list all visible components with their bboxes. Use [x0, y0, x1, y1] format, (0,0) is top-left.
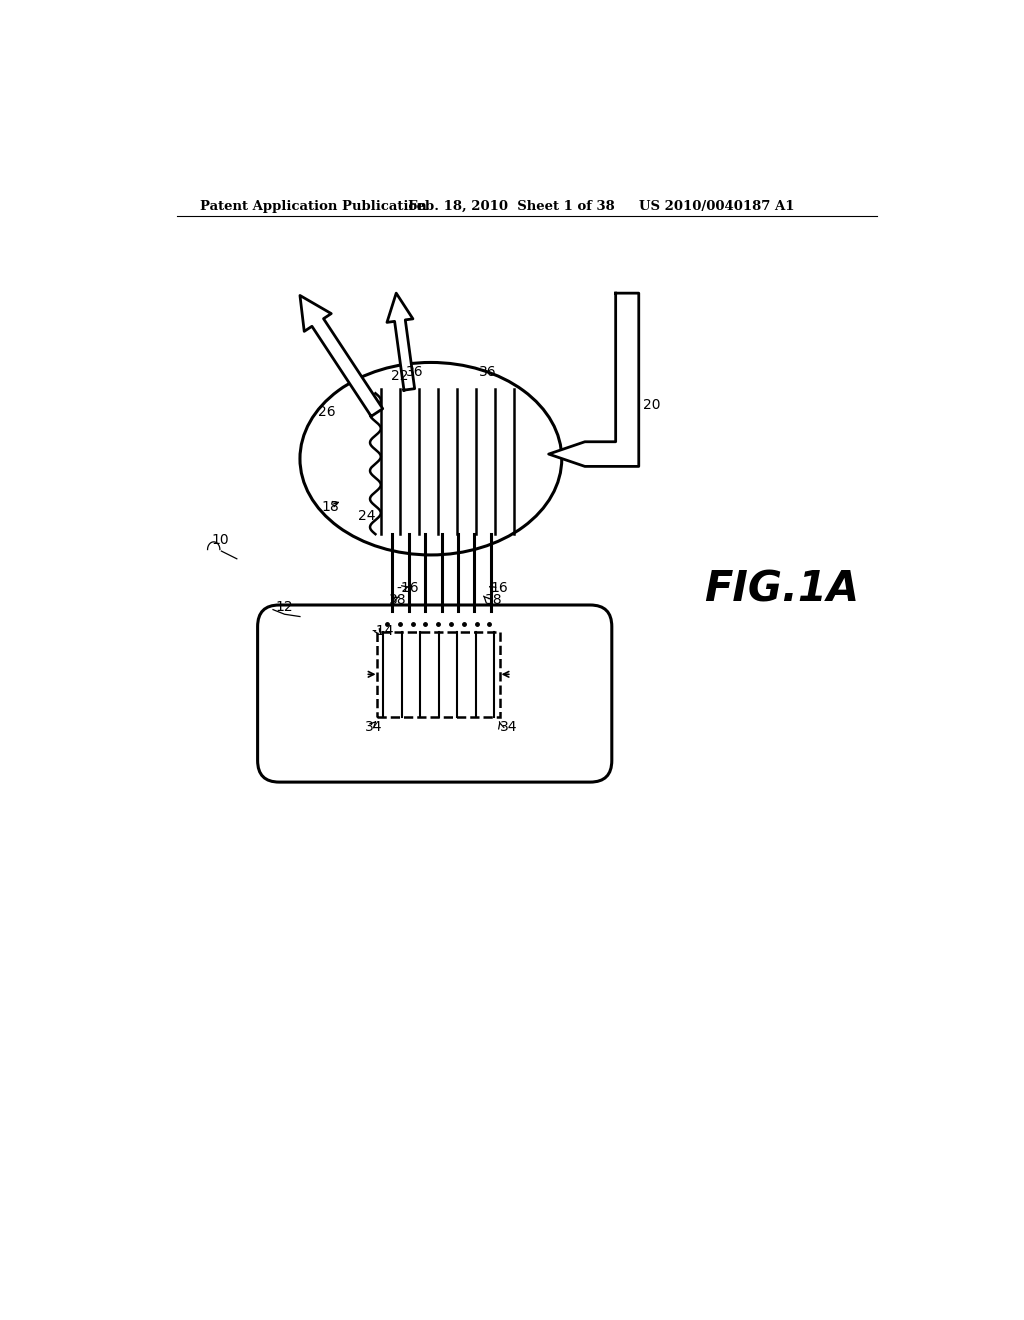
Text: US 2010/0040187 A1: US 2010/0040187 A1	[639, 199, 795, 213]
Polygon shape	[549, 293, 639, 466]
Text: -16: -16	[396, 581, 419, 595]
Text: 20: 20	[643, 397, 660, 412]
Text: 34: 34	[366, 719, 383, 734]
Text: 24: 24	[357, 510, 375, 524]
Text: 36: 36	[478, 364, 497, 379]
Text: Feb. 18, 2010  Sheet 1 of 38: Feb. 18, 2010 Sheet 1 of 38	[408, 199, 614, 213]
Text: 16: 16	[490, 581, 508, 595]
Text: 18: 18	[322, 500, 339, 515]
Text: Patent Application Publication: Patent Application Publication	[200, 199, 427, 213]
Text: 38: 38	[388, 593, 407, 607]
Ellipse shape	[300, 363, 562, 554]
Text: 26: 26	[317, 405, 335, 420]
Polygon shape	[387, 293, 415, 391]
Text: 12: 12	[275, 601, 293, 614]
Text: -14: -14	[372, 624, 394, 638]
Bar	[377, 632, 500, 717]
Text: 10: 10	[211, 532, 229, 546]
Polygon shape	[300, 296, 383, 416]
Text: 38: 38	[484, 593, 503, 607]
FancyBboxPatch shape	[258, 605, 611, 781]
Text: 36: 36	[407, 366, 424, 379]
Text: FIG.1A: FIG.1A	[705, 569, 859, 611]
Text: 22: 22	[391, 370, 409, 383]
Text: 34: 34	[500, 719, 518, 734]
